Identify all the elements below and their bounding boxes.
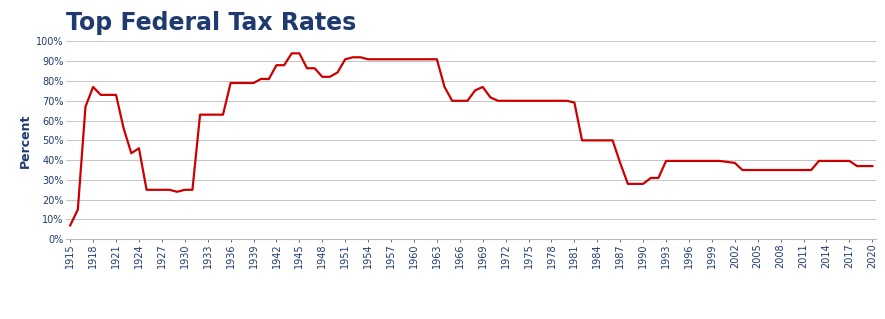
- Y-axis label: Percent: Percent: [19, 113, 32, 167]
- Text: Top Federal Tax Rates: Top Federal Tax Rates: [66, 11, 357, 35]
